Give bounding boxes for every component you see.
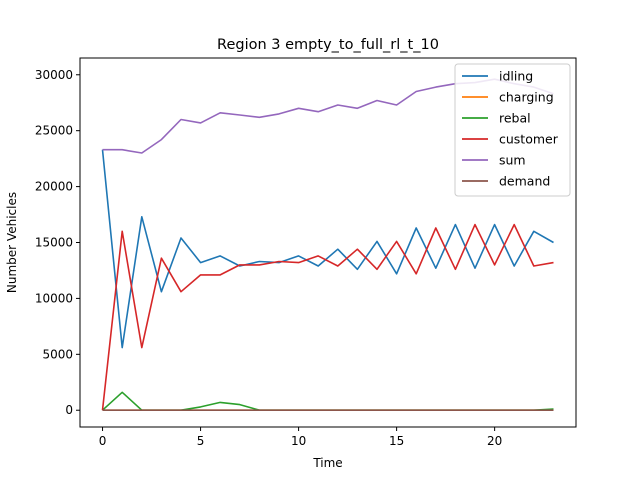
y-tick-label: 5000 xyxy=(42,347,73,361)
y-tick-label: 30000 xyxy=(35,68,73,82)
y-tick-label: 25000 xyxy=(35,124,73,138)
chart-title: Region 3 empty_to_full_rl_t_10 xyxy=(217,37,439,53)
x-axis-label: Time xyxy=(312,456,342,470)
x-axis: 0 5 10 15 20 xyxy=(99,427,502,448)
y-tick-label: 10000 xyxy=(35,291,73,305)
legend-label: idling xyxy=(499,69,533,84)
x-tick-label: 0 xyxy=(99,434,107,448)
y-tick-label: 20000 xyxy=(35,180,73,194)
plot-area xyxy=(101,78,554,412)
legend-label: customer xyxy=(499,132,559,147)
legend: idling charging rebal customer sum demand xyxy=(454,63,571,197)
y-axis: 0 5000 10000 15000 20000 25000 30000 xyxy=(35,68,80,417)
legend-label: rebal xyxy=(499,111,531,126)
x-tick-label: 15 xyxy=(389,434,404,448)
legend-label: charging xyxy=(499,90,554,105)
series-line-customer xyxy=(101,223,554,411)
x-tick-label: 10 xyxy=(291,434,306,448)
y-axis-label: Number Vehicles xyxy=(5,192,19,293)
x-tick-label: 20 xyxy=(487,434,502,448)
legend-label: sum xyxy=(499,153,526,168)
x-tick-label: 5 xyxy=(197,434,205,448)
y-tick-label: 0 xyxy=(65,403,73,417)
series-line-idling xyxy=(101,149,554,349)
legend-label: demand xyxy=(499,174,550,189)
y-tick-label: 15000 xyxy=(35,236,73,250)
